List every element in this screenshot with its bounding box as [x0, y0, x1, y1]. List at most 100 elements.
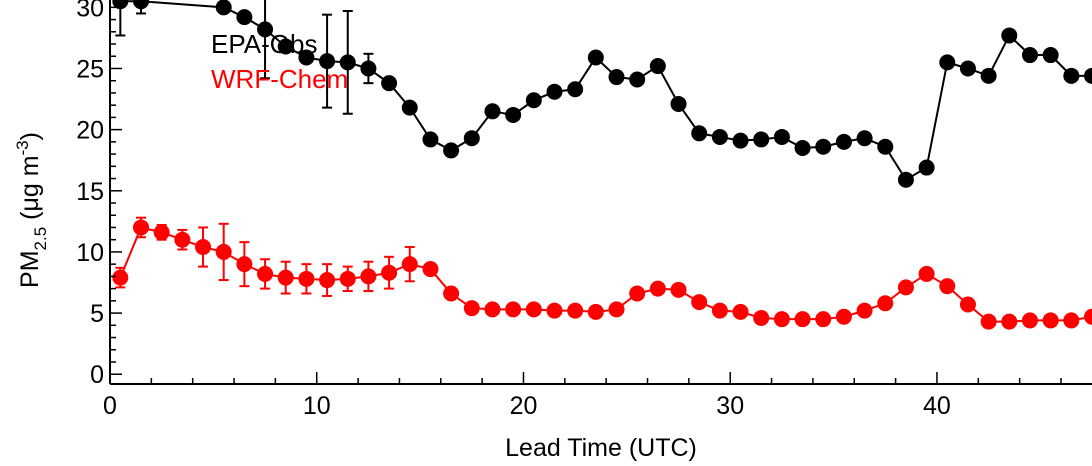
- legend-label-epa-obs: EPA-Obs: [211, 29, 317, 59]
- data-point: [773, 128, 790, 145]
- data-point: [401, 256, 418, 273]
- data-point: [298, 270, 315, 287]
- data-point: [897, 171, 914, 188]
- x-tick-label: 40: [923, 392, 951, 420]
- data-point: [484, 301, 501, 318]
- data-point: [877, 138, 894, 155]
- data-point: [856, 302, 873, 319]
- data-point: [794, 311, 811, 328]
- data-point: [277, 269, 294, 286]
- data-point: [505, 106, 522, 123]
- x-tick-label: 0: [103, 392, 117, 420]
- data-point: [939, 278, 956, 295]
- data-point: [236, 256, 253, 273]
- data-point: [670, 95, 687, 112]
- data-point: [1042, 47, 1059, 64]
- data-point: [794, 139, 811, 156]
- data-point: [257, 21, 274, 38]
- x-tick-label: 10: [303, 392, 331, 420]
- data-point: [1084, 308, 1092, 325]
- x-tick-label: 20: [510, 392, 538, 420]
- series-1: [112, 216, 1092, 330]
- data-point: [608, 69, 625, 86]
- data-point: [133, 0, 150, 10]
- data-point: [525, 92, 542, 109]
- data-point: [236, 9, 253, 26]
- data-point: [1001, 313, 1018, 330]
- data-point: [773, 311, 790, 328]
- data-point: [670, 281, 687, 298]
- data-point: [257, 265, 274, 282]
- data-point: [1001, 27, 1018, 44]
- data-point: [939, 54, 956, 71]
- data-point: [918, 159, 935, 176]
- data-point: [732, 303, 749, 320]
- y-axis-title: PM2.5 (μg m-3): [13, 132, 50, 288]
- data-point: [959, 60, 976, 77]
- data-point: [174, 231, 191, 248]
- data-point: [753, 131, 770, 148]
- data-point: [381, 75, 398, 92]
- data-point: [195, 239, 212, 256]
- series-0: [112, 0, 1092, 188]
- data-point: [732, 132, 749, 149]
- data-point: [815, 311, 832, 328]
- data-point: [339, 54, 356, 71]
- data-point: [1021, 312, 1038, 329]
- data-point: [546, 302, 563, 319]
- data-point: [691, 125, 708, 142]
- data-point: [112, 269, 129, 286]
- data-point: [525, 301, 542, 318]
- data-point: [1063, 67, 1080, 84]
- data-point: [980, 313, 997, 330]
- data-point: [463, 300, 480, 317]
- data-point: [835, 308, 852, 325]
- data-point: [877, 295, 894, 312]
- data-point: [649, 58, 666, 75]
- data-point: [629, 285, 646, 302]
- data-point: [319, 272, 336, 289]
- data-point: [629, 71, 646, 88]
- data-point: [546, 83, 563, 100]
- data-point: [484, 103, 501, 120]
- labels-layer: 0 10 20 30 40 0 5 10 15 20 25 30: [76, 0, 951, 420]
- data-point: [133, 219, 150, 236]
- data-point: [463, 130, 480, 147]
- data-point: [649, 280, 666, 297]
- data-point: [443, 285, 460, 302]
- data-point: [959, 296, 976, 313]
- x-axis-title: Lead Time (UTC): [505, 434, 697, 462]
- y-tick-label: 25: [76, 55, 104, 83]
- data-point: [401, 99, 418, 116]
- data-point: [339, 270, 356, 287]
- data-point: [980, 67, 997, 84]
- data-point: [360, 268, 377, 285]
- y-tick-label: 15: [76, 178, 104, 206]
- y-axis-title-main: PM: [16, 250, 44, 288]
- series-layer: [112, 0, 1092, 330]
- legend: EPA-Obs WRF-Chem: [211, 29, 348, 94]
- legend-label-wrf-chem: WRF-Chem: [211, 64, 348, 94]
- data-point: [298, 49, 315, 66]
- data-point: [381, 264, 398, 281]
- data-point: [608, 301, 625, 318]
- data-point: [422, 131, 439, 148]
- y-axis-title-unit: (μg m: [16, 155, 44, 226]
- y-tick-label: 30: [76, 0, 104, 22]
- data-point: [422, 261, 439, 278]
- y-axis-title-sup: -3: [13, 140, 32, 155]
- y-axis-title-sub: 2.5: [31, 227, 50, 251]
- data-point: [1021, 47, 1038, 64]
- data-point: [360, 60, 377, 77]
- data-point: [505, 301, 522, 318]
- data-point: [1042, 312, 1059, 329]
- data-point: [897, 279, 914, 296]
- data-point: [753, 309, 770, 326]
- data-point: [567, 81, 584, 98]
- y-tick-label: 20: [76, 117, 104, 145]
- y-tick-label: 10: [76, 239, 104, 267]
- axes-layer: [109, 0, 1092, 385]
- data-point: [1084, 67, 1092, 84]
- data-point: [587, 49, 604, 66]
- data-point: [918, 265, 935, 282]
